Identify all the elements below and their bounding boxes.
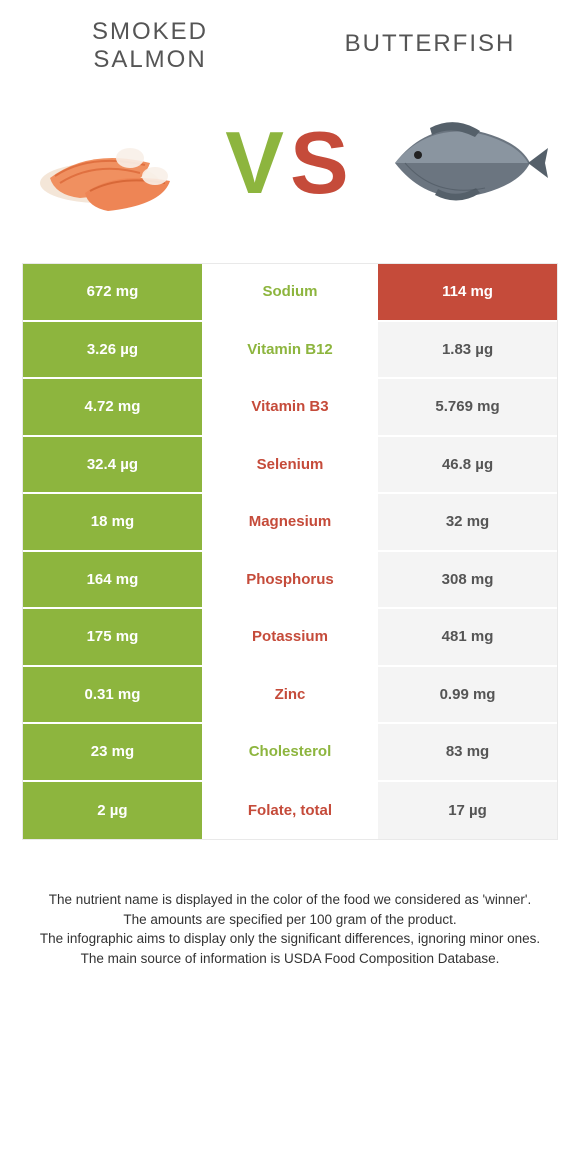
left-value: 175 mg <box>23 609 202 665</box>
table-row: 32.4 µgSelenium46.8 µg <box>23 437 557 495</box>
footer-line3: The infographic aims to display only the… <box>35 929 545 949</box>
table-row: 2 µgFolate, total17 µg <box>23 782 557 840</box>
salmon-image <box>25 93 205 233</box>
nutrient-name: Selenium <box>202 437 378 493</box>
right-value: 83 mg <box>378 724 557 780</box>
right-value: 0.99 mg <box>378 667 557 723</box>
left-value: 18 mg <box>23 494 202 550</box>
left-value: 2 µg <box>23 782 202 840</box>
footer-notes: The nutrient name is displayed in the co… <box>0 840 580 968</box>
vs-label: VS <box>225 112 354 214</box>
nutrient-name: Vitamin B3 <box>202 379 378 435</box>
header: SMOKED SALMON BUTTERFISH <box>0 0 580 73</box>
right-food-title: BUTTERFISH <box>330 18 530 73</box>
footer-line4: The main source of information is USDA F… <box>35 949 545 969</box>
table-row: 3.26 µgVitamin B121.83 µg <box>23 322 557 380</box>
salmon-icon <box>30 103 200 223</box>
right-value: 308 mg <box>378 552 557 608</box>
right-value: 481 mg <box>378 609 557 665</box>
table-row: 18 mgMagnesium32 mg <box>23 494 557 552</box>
nutrient-name: Folate, total <box>202 782 378 840</box>
left-food-title: SMOKED SALMON <box>50 18 250 73</box>
nutrient-name: Cholesterol <box>202 724 378 780</box>
left-value: 32.4 µg <box>23 437 202 493</box>
right-value: 114 mg <box>378 264 557 320</box>
left-value: 3.26 µg <box>23 322 202 378</box>
vs-v: V <box>225 113 290 212</box>
table-row: 4.72 mgVitamin B35.769 mg <box>23 379 557 437</box>
left-title-line2: SALMON <box>93 46 206 73</box>
vs-s: S <box>290 113 355 212</box>
nutrient-name: Zinc <box>202 667 378 723</box>
table-row: 23 mgCholesterol83 mg <box>23 724 557 782</box>
vs-row: VS <box>0 73 580 263</box>
butterfish-icon <box>380 103 550 223</box>
right-value: 17 µg <box>378 782 557 840</box>
left-value: 164 mg <box>23 552 202 608</box>
left-value: 4.72 mg <box>23 379 202 435</box>
comparison-table: 672 mgSodium114 mg3.26 µgVitamin B121.83… <box>22 263 558 840</box>
right-value: 1.83 µg <box>378 322 557 378</box>
table-row: 672 mgSodium114 mg <box>23 264 557 322</box>
nutrient-name: Sodium <box>202 264 378 320</box>
left-value: 0.31 mg <box>23 667 202 723</box>
table-row: 0.31 mgZinc0.99 mg <box>23 667 557 725</box>
table-row: 175 mgPotassium481 mg <box>23 609 557 667</box>
butterfish-image <box>375 93 555 233</box>
nutrient-name: Vitamin B12 <box>202 322 378 378</box>
left-value: 672 mg <box>23 264 202 320</box>
nutrient-name: Magnesium <box>202 494 378 550</box>
nutrient-name: Phosphorus <box>202 552 378 608</box>
footer-line2: The amounts are specified per 100 gram o… <box>35 910 545 930</box>
left-title-line1: SMOKED <box>92 18 208 45</box>
table-row: 164 mgPhosphorus308 mg <box>23 552 557 610</box>
right-value: 32 mg <box>378 494 557 550</box>
nutrient-name: Potassium <box>202 609 378 665</box>
footer-line1: The nutrient name is displayed in the co… <box>35 890 545 910</box>
right-value: 5.769 mg <box>378 379 557 435</box>
left-value: 23 mg <box>23 724 202 780</box>
right-value: 46.8 µg <box>378 437 557 493</box>
